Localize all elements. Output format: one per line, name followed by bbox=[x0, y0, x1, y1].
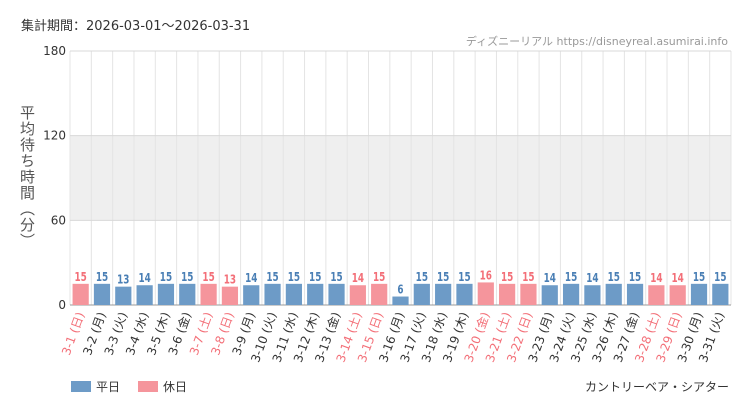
source-label: ディズニーリアル https://disneyreal.asumirai.inf… bbox=[465, 35, 728, 48]
bar-weekday bbox=[690, 283, 708, 305]
bar-holiday bbox=[349, 285, 366, 305]
bar-holiday bbox=[669, 285, 686, 305]
bar-weekday bbox=[392, 296, 409, 305]
bar-weekday bbox=[157, 283, 175, 305]
bar-value-label: 15 bbox=[181, 270, 193, 284]
bar-value-label: 15 bbox=[501, 270, 513, 284]
bar-value-label: 16 bbox=[480, 268, 492, 282]
legend-item-holiday: 休日 bbox=[138, 378, 187, 395]
bar-weekday bbox=[328, 283, 345, 305]
bar-weekday bbox=[712, 283, 729, 305]
bar-weekday bbox=[541, 285, 558, 305]
legend-label-holiday: 休日 bbox=[163, 380, 188, 394]
bar-weekday bbox=[93, 283, 111, 305]
bar-value-label: 15 bbox=[437, 270, 449, 284]
y-tick-label: 60 bbox=[51, 213, 66, 227]
bar-value-label: 15 bbox=[693, 270, 705, 284]
bar-holiday bbox=[72, 283, 89, 305]
bar-holiday bbox=[200, 283, 217, 305]
bar-value-label: 15 bbox=[96, 270, 108, 284]
bar-weekday bbox=[605, 283, 622, 305]
bar-weekday bbox=[456, 283, 473, 305]
bar-value-label: 15 bbox=[629, 270, 641, 284]
bar-value-label: 14 bbox=[138, 271, 150, 285]
bar-value-label: 13 bbox=[117, 273, 129, 287]
bar-weekday bbox=[264, 283, 281, 305]
attraction-name: カントリーベア・シアター bbox=[584, 380, 729, 394]
period-label: 集計期間：2026-03-01〜2026-03-31 bbox=[21, 19, 251, 34]
legend-swatch-holiday bbox=[138, 381, 159, 392]
bar-value-label: 15 bbox=[416, 270, 428, 284]
bar-value-label: 15 bbox=[608, 270, 620, 284]
bar-value-label: 15 bbox=[288, 270, 300, 284]
bar-value-label: 15 bbox=[75, 270, 87, 284]
bar-value-label: 14 bbox=[672, 271, 684, 285]
legend-swatch-weekday bbox=[71, 381, 91, 392]
bar-value-label: 15 bbox=[565, 270, 577, 284]
bar-weekday bbox=[115, 286, 132, 305]
bar-weekday bbox=[179, 283, 196, 305]
bar-weekday bbox=[285, 283, 302, 305]
bar-value-label: 15 bbox=[458, 270, 470, 284]
bar-holiday bbox=[648, 285, 665, 305]
bar-weekday bbox=[562, 283, 580, 305]
bar-weekday bbox=[626, 283, 644, 305]
bar-value-label: 14 bbox=[245, 271, 257, 285]
bar-value-label: 6 bbox=[397, 283, 403, 297]
y-tick-label: 180 bbox=[43, 44, 66, 58]
bar-value-label: 14 bbox=[544, 271, 556, 285]
bar-value-label: 15 bbox=[522, 270, 534, 284]
bar-weekday bbox=[243, 285, 260, 305]
bar-value-label: 14 bbox=[352, 271, 364, 285]
shaded-band bbox=[70, 135, 731, 221]
bar-weekday bbox=[307, 283, 324, 305]
bar-holiday bbox=[371, 283, 388, 305]
bar-value-label: 15 bbox=[202, 270, 214, 284]
bar-value-label: 13 bbox=[224, 273, 236, 287]
bar-holiday bbox=[499, 283, 516, 305]
bar-value-label: 15 bbox=[160, 270, 172, 284]
bar-value-label: 15 bbox=[330, 270, 342, 284]
y-axis-label: 平均待ち時間（分） bbox=[18, 105, 36, 249]
legend-item-weekday: 平日 bbox=[71, 378, 120, 395]
legend-label-weekday: 平日 bbox=[96, 380, 121, 394]
bar-holiday bbox=[477, 282, 494, 305]
bar-weekday bbox=[136, 285, 153, 305]
legend: 平日 休日 bbox=[71, 378, 197, 395]
bar-value-label: 15 bbox=[714, 270, 726, 284]
y-tick-label: 0 bbox=[58, 298, 66, 312]
bar-value-label: 15 bbox=[373, 270, 385, 284]
bar-value-label: 15 bbox=[266, 270, 278, 284]
bar-weekday bbox=[413, 283, 430, 305]
bar-holiday bbox=[221, 286, 239, 305]
y-tick-label: 120 bbox=[43, 129, 66, 143]
bar-holiday bbox=[520, 283, 537, 305]
bar-value-label: 14 bbox=[650, 271, 662, 285]
bar-weekday bbox=[584, 285, 601, 305]
bar-weekday bbox=[435, 283, 452, 305]
bar-value-label: 14 bbox=[586, 271, 598, 285]
bar-value-label: 15 bbox=[309, 270, 321, 284]
